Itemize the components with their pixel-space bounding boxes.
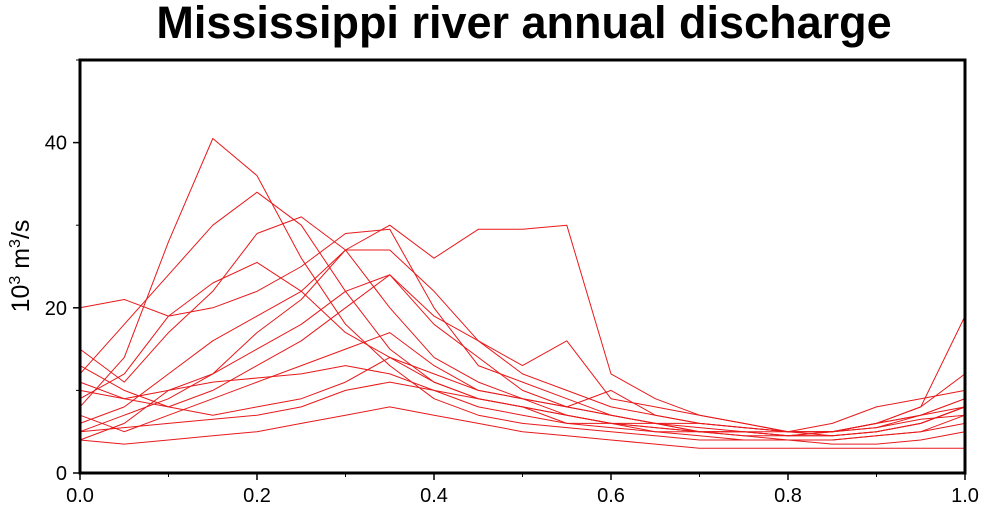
series-line-13 (79, 406, 965, 449)
x-tick-label: 1.0 (951, 485, 979, 505)
axis-ticks: 0.0 0.2 0.4 0.6 0.8 1.0 0 20 40 (45, 59, 979, 505)
x-tick-label: 0.6 (597, 485, 625, 505)
y-tick-label: 0 (56, 463, 67, 485)
chart-title: Mississippi river annual discharge (156, 0, 891, 48)
series-line-3 (79, 216, 966, 437)
y-axis-label: 103 m3/s (7, 220, 35, 313)
series-line-11 (79, 365, 966, 441)
y-axis-label-unit: m (7, 248, 35, 276)
x-tick-label: 0.8 (774, 485, 802, 505)
y-axis-label-unit-exponent: 3 (7, 239, 24, 248)
y-axis-label-base: 10 (7, 285, 35, 313)
series-line-8 (79, 274, 966, 437)
series-line-6 (79, 228, 966, 433)
series-line-5 (79, 224, 966, 433)
x-tick-label: 0.0 (66, 485, 94, 505)
plot-frame (78, 58, 967, 475)
y-axis-label-exponent: 3 (7, 276, 24, 285)
y-axis-label-suffix: /s (7, 220, 35, 239)
series-line-14 (79, 315, 966, 437)
y-tick-label: 20 (45, 298, 67, 320)
x-tick-label: 0.2 (243, 485, 271, 505)
series-line-4 (79, 261, 966, 437)
y-tick-label: 40 (45, 133, 67, 155)
series-line-1 (79, 138, 966, 445)
x-tick-label: 0.4 (420, 485, 448, 505)
plot-area (79, 138, 966, 449)
